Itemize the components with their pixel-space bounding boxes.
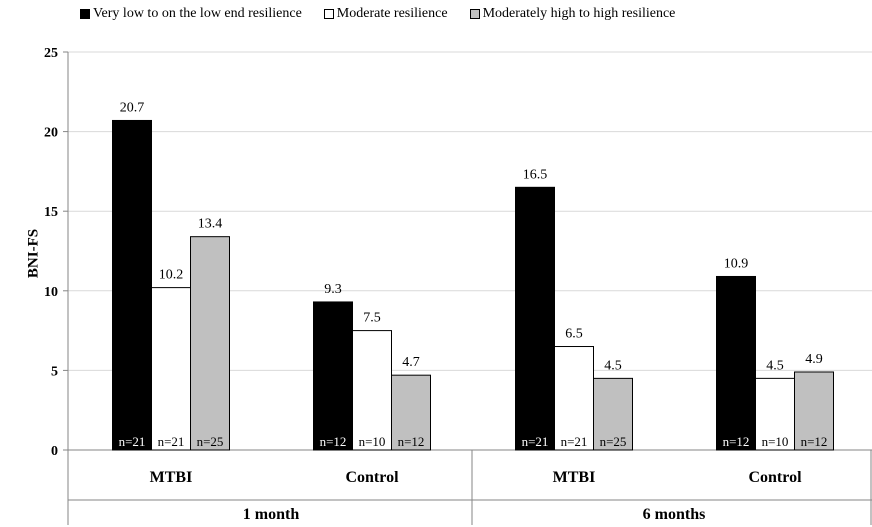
n-label: n=21 (158, 434, 185, 449)
bar (151, 287, 191, 451)
y-tick-label: 0 (51, 444, 58, 459)
legend: Very low to on the low end resilience Mo… (80, 6, 675, 22)
n-label: n=12 (723, 434, 750, 449)
bar (593, 377, 633, 451)
y-tick-label: 10 (44, 285, 58, 300)
value-label: 10.9 (724, 256, 749, 271)
value-label: 7.5 (363, 311, 381, 326)
n-label: n=12 (801, 434, 828, 449)
value-label: 4.5 (604, 358, 622, 373)
n-label: n=12 (320, 434, 347, 449)
n-label: n=21 (119, 434, 146, 449)
n-label: n=21 (522, 434, 549, 449)
y-tick-label: 20 (44, 126, 58, 141)
bar (554, 346, 594, 451)
legend-swatch-white (323, 9, 334, 19)
n-label: n=10 (762, 434, 789, 449)
n-label: n=25 (600, 434, 627, 449)
bar (794, 371, 834, 451)
x-category-label: Control (748, 469, 802, 486)
n-label: n=21 (561, 434, 588, 449)
bar (352, 330, 392, 451)
value-label: 20.7 (120, 100, 145, 115)
x-category-label: Control (345, 469, 399, 486)
value-label: 16.5 (523, 167, 548, 182)
y-tick-label: 15 (44, 205, 58, 220)
legend-label: Moderately high to high resilience (482, 6, 676, 21)
value-label: 13.4 (198, 217, 223, 232)
value-label: 6.5 (565, 327, 583, 342)
n-label: n=12 (398, 434, 425, 449)
time-label: 1 month (243, 506, 300, 523)
legend-item-moderate: Moderate resilience (323, 6, 448, 22)
legend-label: Very low to on the low end resilience (93, 6, 302, 21)
bar (190, 236, 230, 451)
bar (755, 377, 795, 451)
value-label: 10.2 (159, 268, 184, 283)
bar (313, 301, 353, 451)
y-tick-label: 5 (51, 364, 58, 379)
time-label: 6 months (643, 506, 706, 523)
y-tick-label: 25 (44, 46, 58, 61)
x-category-label: MTBI (150, 469, 193, 486)
legend-swatch-black (80, 9, 90, 19)
bar (391, 374, 431, 451)
legend-label: Moderate resilience (336, 6, 448, 21)
value-label: 4.9 (805, 352, 823, 367)
legend-item-very-low: Very low to on the low end resilience (80, 6, 302, 22)
x-category-label: MTBI (553, 469, 596, 486)
value-label: 9.3 (324, 282, 342, 297)
bar (112, 119, 152, 451)
bar (716, 275, 756, 451)
legend-swatch-gray (469, 9, 480, 19)
value-label: 4.7 (402, 355, 420, 370)
value-label: 4.5 (766, 358, 784, 373)
n-label: n=10 (359, 434, 386, 449)
bar (515, 186, 555, 451)
n-label: n=25 (197, 434, 224, 449)
legend-item-high: Moderately high to high resilience (469, 6, 676, 22)
